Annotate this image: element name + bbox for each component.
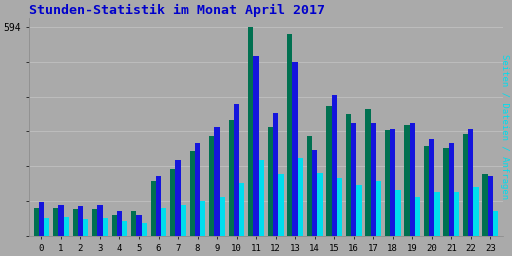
Bar: [259, 160, 264, 236]
Bar: [365, 109, 371, 236]
Bar: [351, 123, 356, 236]
Bar: [63, 217, 69, 236]
Bar: [493, 211, 498, 236]
Bar: [136, 215, 142, 236]
Bar: [58, 205, 63, 236]
Bar: [161, 208, 166, 236]
Bar: [102, 218, 108, 236]
Bar: [215, 127, 220, 236]
Bar: [39, 202, 44, 236]
Bar: [278, 174, 284, 236]
Bar: [151, 181, 156, 236]
Bar: [332, 95, 337, 236]
Bar: [390, 129, 395, 236]
Bar: [376, 181, 381, 236]
Bar: [487, 176, 493, 236]
Bar: [44, 218, 49, 236]
Bar: [346, 114, 351, 236]
Bar: [312, 150, 317, 236]
Bar: [449, 143, 454, 236]
Bar: [239, 183, 245, 236]
Bar: [253, 56, 259, 236]
Bar: [195, 143, 200, 236]
Bar: [229, 120, 234, 236]
Bar: [189, 152, 195, 236]
Bar: [142, 222, 147, 236]
Bar: [156, 176, 161, 236]
Bar: [463, 134, 468, 236]
Bar: [415, 197, 420, 236]
Bar: [287, 34, 292, 236]
Bar: [73, 209, 78, 236]
Bar: [434, 192, 440, 236]
Bar: [112, 215, 117, 236]
Bar: [78, 206, 83, 236]
Bar: [482, 174, 487, 236]
Bar: [317, 173, 323, 236]
Bar: [209, 136, 215, 236]
Bar: [410, 123, 415, 236]
Bar: [292, 62, 298, 236]
Bar: [298, 158, 303, 236]
Bar: [122, 221, 127, 236]
Y-axis label: Seiten / Dateien / Anfragen: Seiten / Dateien / Anfragen: [500, 54, 508, 199]
Text: Stunden-Statistik im Monat April 2017: Stunden-Statistik im Monat April 2017: [29, 4, 325, 17]
Bar: [181, 205, 186, 236]
Bar: [395, 190, 400, 236]
Bar: [220, 197, 225, 236]
Bar: [385, 130, 390, 236]
Bar: [176, 160, 181, 236]
Bar: [268, 127, 273, 236]
Bar: [454, 192, 459, 236]
Bar: [33, 208, 39, 236]
Bar: [404, 125, 410, 236]
Bar: [443, 148, 449, 236]
Bar: [468, 129, 474, 236]
Bar: [117, 211, 122, 236]
Bar: [424, 146, 429, 236]
Bar: [337, 178, 342, 236]
Bar: [170, 169, 176, 236]
Bar: [326, 106, 332, 236]
Bar: [273, 113, 278, 236]
Bar: [307, 136, 312, 236]
Bar: [83, 219, 89, 236]
Bar: [200, 201, 205, 236]
Bar: [429, 139, 434, 236]
Bar: [248, 27, 253, 236]
Bar: [234, 104, 239, 236]
Bar: [92, 209, 97, 236]
Bar: [53, 208, 58, 236]
Bar: [131, 210, 136, 236]
Bar: [474, 187, 479, 236]
Bar: [356, 185, 361, 236]
Bar: [97, 205, 102, 236]
Bar: [371, 123, 376, 236]
